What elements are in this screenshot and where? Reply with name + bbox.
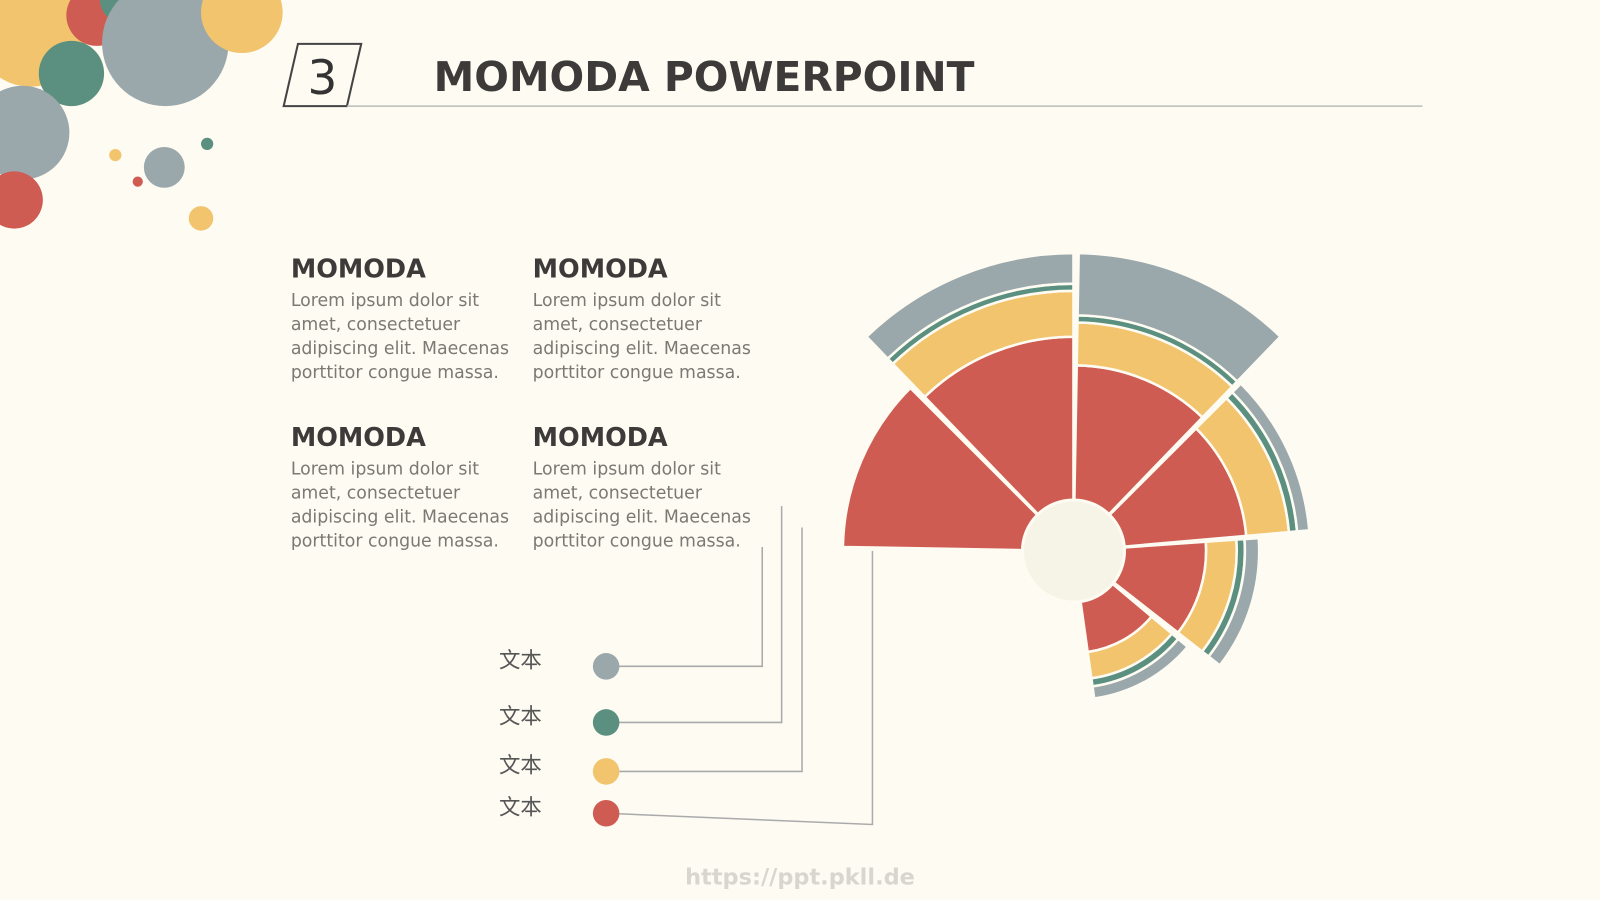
legend-dot bbox=[592, 709, 620, 736]
connector bbox=[606, 506, 783, 724]
polar-hub bbox=[1020, 498, 1127, 604]
decor-bubbles bbox=[0, 0, 283, 231]
polar-segment bbox=[1091, 637, 1190, 700]
block-body: adipiscing elit. Maecenas bbox=[291, 507, 509, 527]
block-body: adipiscing elit. Maecenas bbox=[533, 339, 751, 359]
block-body: Lorem ipsum dolor sit bbox=[291, 459, 479, 479]
block-body: adipiscing elit. Maecenas bbox=[291, 339, 509, 359]
polar-diagram bbox=[841, 251, 1311, 700]
polar-segment bbox=[1230, 381, 1311, 533]
block-body: porttitor congue massa. bbox=[533, 531, 741, 551]
block-title: MOMODA bbox=[533, 423, 668, 453]
slide-title: MOMODA POWERPOINT bbox=[434, 53, 975, 101]
block-title: MOMODA bbox=[291, 423, 426, 453]
block-body: amet, consectetuer bbox=[291, 483, 461, 503]
block-body: Lorem ipsum dolor sit bbox=[291, 291, 479, 311]
legend-dot bbox=[592, 653, 620, 680]
footer-url: https://ppt.pkll.de bbox=[685, 865, 915, 891]
polar-segment bbox=[841, 386, 1077, 553]
block-body: adipiscing elit. Maecenas bbox=[533, 507, 751, 527]
block-body: porttitor congue massa. bbox=[291, 531, 499, 551]
connector bbox=[606, 551, 874, 826]
block-body: porttitor congue massa. bbox=[291, 363, 499, 383]
legend-label: 文本 bbox=[499, 648, 542, 673]
polar-segment bbox=[1076, 251, 1283, 384]
block-title: MOMODA bbox=[291, 255, 426, 285]
block-body: amet, consectetuer bbox=[533, 315, 703, 335]
block-body: Lorem ipsum dolor sit bbox=[533, 459, 721, 479]
legend-label: 文本 bbox=[499, 795, 542, 820]
connector bbox=[606, 546, 764, 668]
polar-segment bbox=[864, 251, 1075, 361]
block-body: porttitor congue massa. bbox=[533, 363, 741, 383]
legend-dot bbox=[592, 800, 620, 827]
block-title: MOMODA bbox=[533, 255, 668, 285]
legend-label: 文本 bbox=[499, 753, 542, 778]
block-body: amet, consectetuer bbox=[533, 483, 703, 503]
block-body: amet, consectetuer bbox=[291, 315, 461, 335]
text-blocks: MOMODA Lorem ipsum dolor sit amet, consect… bbox=[291, 255, 751, 552]
polar-segment bbox=[1206, 536, 1261, 668]
connector bbox=[606, 527, 803, 773]
legend-dot bbox=[592, 758, 620, 785]
block-body: Lorem ipsum dolor sit bbox=[533, 291, 721, 311]
slide-number: 3 bbox=[308, 51, 338, 106]
legend-label: 文本 bbox=[499, 704, 542, 729]
